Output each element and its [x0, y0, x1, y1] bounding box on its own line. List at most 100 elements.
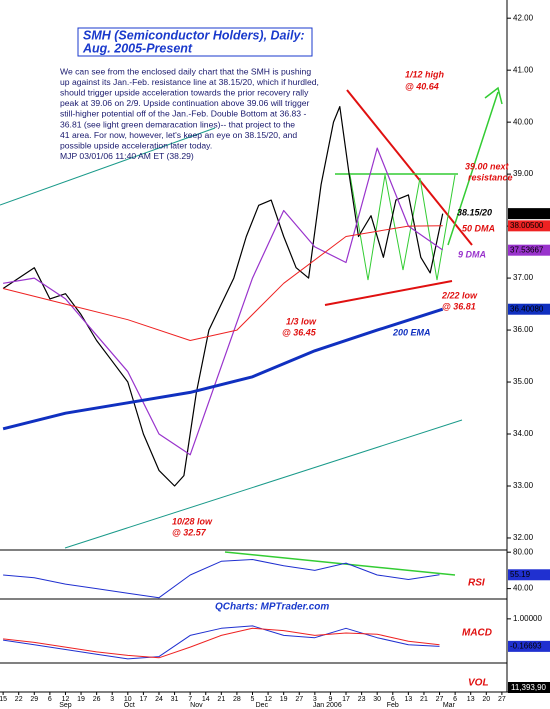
annotation: @ 36.45: [282, 327, 317, 337]
y-tick-label: 80.00: [513, 547, 534, 556]
commentary-line: possible upside acceleration later today…: [60, 140, 212, 150]
series-label: 50 DMA: [462, 223, 495, 233]
commentary-line: We can see from the enclosed daily chart…: [60, 66, 311, 76]
annotation: resistance: [468, 172, 513, 182]
panel-label: VOL: [468, 678, 489, 689]
annotation: 39.00 next: [465, 161, 510, 171]
value-box: [508, 303, 550, 315]
y-tick-label: 42.00: [513, 13, 534, 22]
x-tick-label: 28: [233, 696, 241, 703]
x-tick-label: 17: [139, 696, 147, 703]
value-box-label: 38.2400: [510, 209, 539, 218]
y-tick-label: 1.00000: [513, 614, 542, 623]
arrow-head: [484, 86, 503, 105]
value-box: [508, 640, 550, 652]
x-tick-label: 30: [373, 696, 381, 703]
value-box: [508, 220, 550, 232]
x-tick-label: 27: [498, 696, 506, 703]
y-tick-label: 41.00: [513, 65, 534, 74]
series-label: 9 DMA: [458, 249, 486, 259]
x-tick-label: 24: [155, 696, 163, 703]
x-tick-label: 17: [342, 696, 350, 703]
annotation: @ 32.57: [172, 527, 207, 537]
month-label: Jan 2006: [313, 702, 342, 709]
value-box: [508, 244, 550, 256]
green-zigzag: [349, 174, 456, 281]
channel-line: [0, 127, 216, 206]
projection-arrow: [447, 91, 499, 246]
annotation: 1/3 low: [286, 316, 317, 326]
commentary-line: peak at 39.06 on 2/9. Upside continuatio…: [60, 98, 310, 108]
series-label: 200 EMA: [392, 327, 431, 337]
x-tick-label: 15: [0, 696, 7, 703]
x-tick-label: 19: [77, 696, 85, 703]
x-tick-label: 27: [295, 696, 303, 703]
x-tick-label: 23: [358, 696, 366, 703]
y-tick-label: 37.00: [513, 273, 534, 282]
x-tick-label: 13: [467, 696, 475, 703]
y-tick-label: 34.00: [513, 429, 534, 438]
x-tick-label: 21: [420, 696, 428, 703]
x-tick-label: 5: [251, 696, 255, 703]
month-label: Mar: [443, 702, 456, 709]
x-tick-label: 6: [391, 696, 395, 703]
x-tick-label: 12: [264, 696, 272, 703]
series-line: [3, 625, 440, 660]
x-tick-label: 19: [280, 696, 288, 703]
y-tick-label: 39.00: [513, 169, 534, 178]
month-label: Oct: [124, 702, 135, 709]
x-tick-label: 10: [124, 696, 132, 703]
y-tick-label: 40.00: [513, 117, 534, 126]
series-line: [3, 559, 440, 599]
x-tick-label: 7: [188, 696, 192, 703]
commentary-line: MJP 03/01/06 11:40 AM ET (38.29): [60, 151, 194, 161]
x-tick-label: 31: [171, 696, 179, 703]
x-tick-label: 29: [30, 696, 38, 703]
value-box-label: 37.53667: [510, 245, 544, 254]
series-line: [2, 307, 444, 431]
month-label: Feb: [387, 702, 399, 709]
chart-title: Aug. 2005-Present: [82, 41, 193, 55]
month-label: Dec: [256, 702, 269, 709]
commentary-line: up against its Jan.-Feb. resistance line…: [60, 77, 319, 87]
panel-label: RSI: [468, 578, 485, 589]
month-label: Sep: [59, 702, 72, 709]
value-box-label: 38.00500: [510, 221, 544, 230]
value-box: [508, 569, 550, 581]
series-line: [3, 627, 440, 659]
x-tick-label: 22: [15, 696, 23, 703]
commentary: We can see from the enclosed daily chart…: [60, 66, 319, 161]
series-line: [2, 225, 443, 341]
x-tick-label: 26: [93, 696, 101, 703]
x-tick-label: 9: [328, 696, 332, 703]
x-tick-label: 3: [313, 696, 317, 703]
channel-line: [64, 419, 463, 549]
chart-title: SMH (Semiconductor Holders), Daily:: [83, 28, 305, 42]
x-tick-label: 14: [202, 696, 210, 703]
value-box-label: -0.16693: [510, 641, 542, 650]
x-tick-label: 20: [482, 696, 490, 703]
commentary-line: 41 area. For now, however, let's keep an…: [60, 130, 297, 140]
title-box: [77, 27, 313, 57]
y-tick-label: 40.00: [513, 584, 534, 593]
y-tick-label: 35.00: [513, 377, 534, 386]
series-line: [3, 147, 444, 456]
month-label: Nov: [190, 702, 203, 709]
commentary-line: 36.81 (see light green demaracation line…: [60, 119, 295, 129]
commentary-line: still-higher potential off of the Jan.-F…: [60, 109, 306, 119]
annotation: 10/28 low: [172, 516, 213, 526]
x-tick-label: 12: [62, 696, 70, 703]
y-tick-label: 36.00: [513, 325, 534, 334]
commentary-line: should trigger upside acceleration towar…: [60, 87, 309, 97]
value-box-label: 55.19: [510, 570, 531, 579]
y-tick-label: 32.00: [513, 533, 534, 542]
panel-label: MACD: [462, 628, 492, 639]
value-box-label: 11,393,90: [511, 683, 547, 692]
x-tick-label: 6: [48, 696, 52, 703]
rsi-divergence-line: [224, 551, 456, 576]
annotation: 1/12 high: [405, 69, 445, 79]
x-tick-label: 27: [436, 696, 444, 703]
value-box: [508, 682, 550, 693]
